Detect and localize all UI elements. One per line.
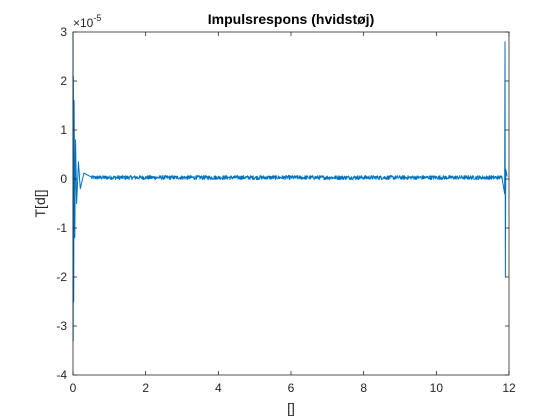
x-tick-label: 6: [288, 381, 295, 395]
y-tick-label: -4: [56, 368, 67, 382]
y-axis-label: T[d[]: [32, 189, 48, 217]
x-tick-label: 2: [142, 381, 149, 395]
x-tick-label: 10: [430, 381, 444, 395]
x-tick-label: 4: [215, 381, 222, 395]
y-tick-label: -1: [56, 221, 67, 235]
series-line: [72, 31, 508, 342]
x-tick-label: 0: [70, 381, 77, 395]
y-tick-label: 3: [60, 25, 67, 39]
y-exponent-base: ×10: [73, 16, 94, 30]
series-layer: [72, 31, 508, 342]
y-tick-label: 0: [60, 172, 67, 186]
y-exponent-power: -5: [93, 13, 101, 23]
x-axis-label: []: [287, 400, 295, 416]
y-tick-label: -2: [56, 270, 67, 284]
chart-title: Impulsrespons (hvidstøj): [208, 11, 374, 27]
y-tick-label: 2: [60, 74, 67, 88]
y-exponent-label: ×10-5: [73, 13, 101, 30]
axes-background: [73, 32, 509, 375]
y-tick-label: -3: [56, 319, 67, 333]
x-tick-label: 12: [502, 381, 516, 395]
y-tick-label: 1: [60, 123, 67, 137]
x-tick-label: 8: [360, 381, 367, 395]
